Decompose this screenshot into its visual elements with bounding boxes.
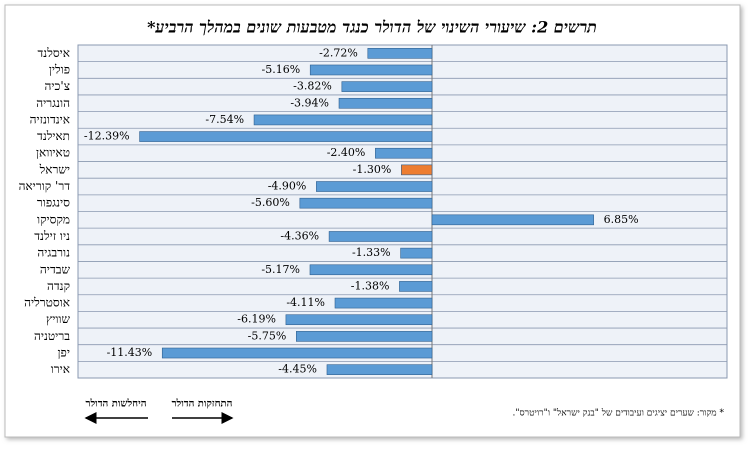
- value-label: -4.45%: [278, 363, 317, 376]
- category-label: ניו זילנד: [34, 229, 70, 243]
- value-label: -5.60%: [251, 196, 290, 209]
- category-label: שבדיה: [40, 262, 71, 276]
- category-label: תאילנד: [37, 129, 70, 143]
- bar: [299, 197, 433, 209]
- bar: [316, 181, 433, 192]
- value-label: -12.39%: [84, 130, 130, 143]
- value-label: -2.40%: [327, 146, 366, 159]
- bar: [431, 214, 594, 226]
- value-label: 6.85%: [604, 213, 639, 226]
- bar: [375, 147, 433, 159]
- bar: [326, 364, 433, 375]
- value-label: -1.33%: [352, 246, 391, 259]
- category-label: טאיוואן: [36, 146, 70, 160]
- bar: [253, 114, 433, 126]
- category-label: יפן: [58, 346, 71, 360]
- value-label: -3.82%: [293, 80, 332, 93]
- bar: [367, 48, 433, 59]
- bar: [334, 297, 433, 309]
- category-label: קנדה: [47, 279, 70, 293]
- value-label: -6.19%: [237, 313, 276, 326]
- value-label: -1.38%: [351, 279, 390, 292]
- value-label: -4.90%: [268, 180, 307, 193]
- source-note: * מקור: שערים יציגים ועיבודים של "בנק יש…: [513, 408, 725, 419]
- bar: [338, 97, 433, 109]
- category-label: שוויץ: [46, 312, 71, 326]
- value-label: -3.94%: [290, 96, 329, 109]
- bar: [401, 164, 433, 176]
- value-label: -5.75%: [248, 329, 287, 342]
- category-label: סינגפור: [37, 196, 70, 210]
- category-label: אירו: [51, 362, 70, 376]
- bar: [285, 314, 433, 326]
- bar: [400, 247, 433, 259]
- bar: [328, 231, 433, 242]
- category-label: נורבגיה: [37, 246, 70, 260]
- bar: [161, 347, 433, 359]
- annotation: התחזקות הדולר: [172, 398, 233, 410]
- category-label: הונגריה: [36, 96, 70, 110]
- bar: [309, 264, 433, 276]
- value-label: -7.54%: [205, 113, 244, 126]
- annotation: היחלשות הדולר: [86, 398, 147, 410]
- category-label: צ'כיה: [45, 79, 71, 93]
- category-label: דר' קוריאה: [19, 179, 71, 193]
- value-label: -5.16%: [262, 63, 301, 76]
- value-label: -11.43%: [107, 346, 153, 359]
- category-label: איסלנד: [38, 46, 70, 60]
- category-label: מקסיקו: [37, 212, 70, 226]
- value-label: -2.72%: [319, 46, 358, 59]
- bar: [399, 281, 433, 292]
- category-label: ישראל: [39, 162, 70, 176]
- category-label: אינדונזיה: [30, 112, 70, 126]
- bar: [309, 64, 433, 76]
- value-label: -4.36%: [280, 229, 319, 242]
- bar: [139, 131, 433, 142]
- chart-title: תרשים 2: שיעורי השינוי של הדולר כנגד מטב…: [147, 18, 597, 37]
- bar: [295, 331, 433, 342]
- category-label: אוסטרליה: [24, 296, 70, 310]
- category-label: בריטניה: [34, 329, 70, 343]
- value-label: -1.30%: [353, 163, 392, 176]
- bar: [341, 81, 433, 92]
- value-label: -5.17%: [261, 263, 300, 276]
- category-label: פולין: [49, 62, 70, 76]
- value-label: -4.11%: [286, 296, 325, 309]
